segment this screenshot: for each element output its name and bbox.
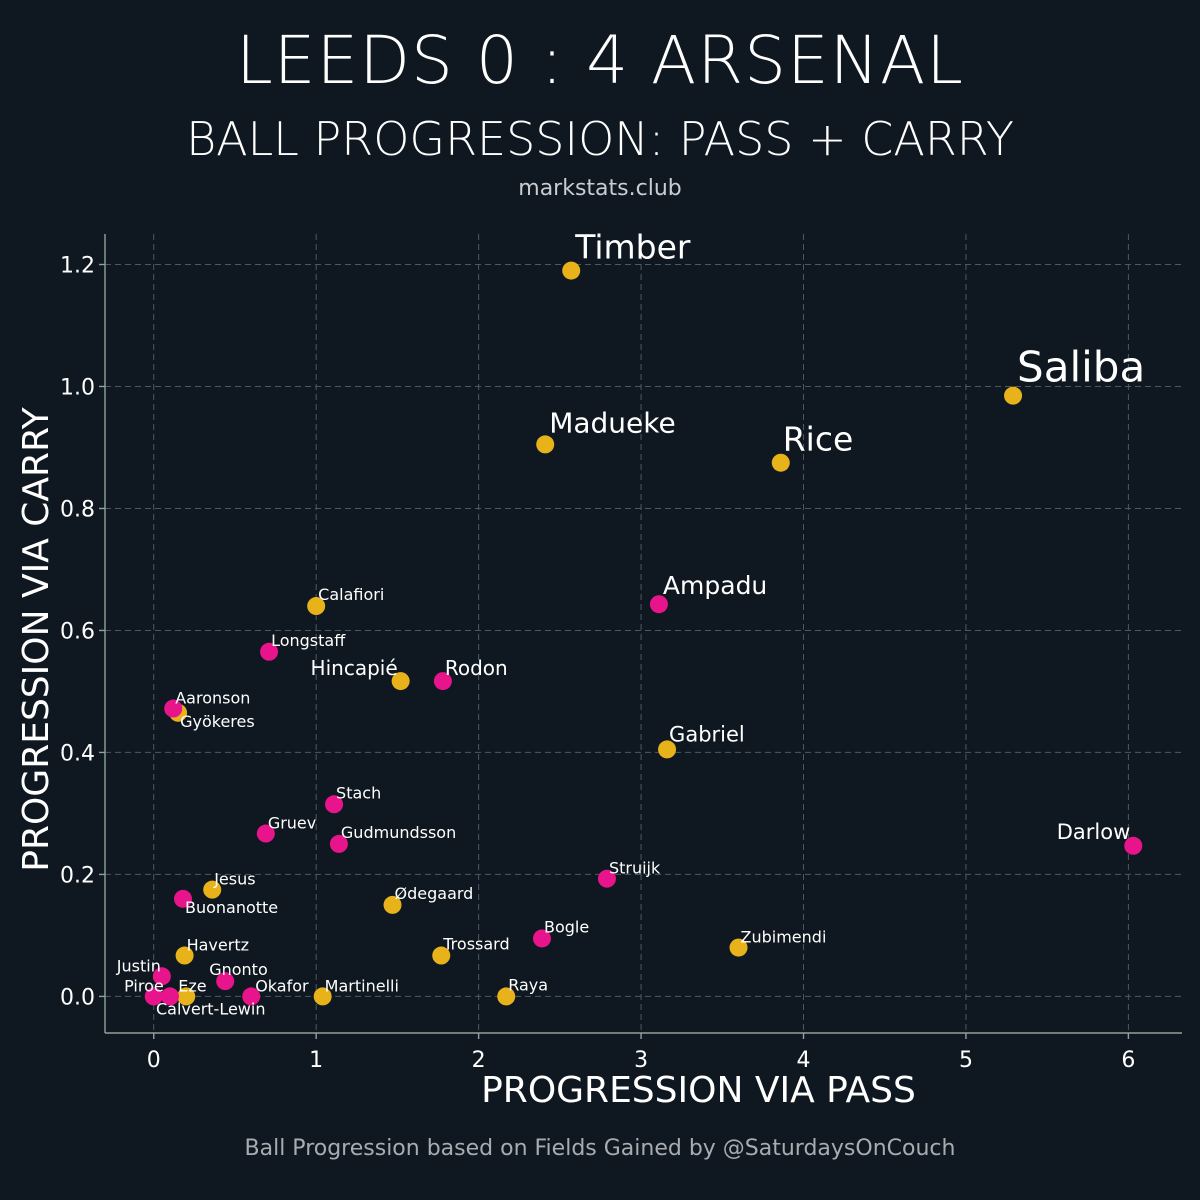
point-arsenal-timber xyxy=(562,261,581,280)
point-label-hincapié: Hincapié xyxy=(311,656,398,680)
point-arsenal-gabriel xyxy=(658,740,677,759)
point-label-bogle: Bogle xyxy=(544,917,589,936)
x-tick-label: 4 xyxy=(797,1048,811,1073)
point-arsenal-ødegaard xyxy=(383,895,402,914)
point-arsenal-havertz xyxy=(175,946,194,965)
point-arsenal-eze xyxy=(177,987,196,1006)
point-leeds-buonanotte xyxy=(173,889,192,908)
point-label-saliba: Saliba xyxy=(1017,343,1145,392)
point-label-struijk: Struijk xyxy=(609,859,661,878)
point-label-okafor: Okafor xyxy=(255,976,309,995)
point-label-gyökeres: Gyökeres xyxy=(180,712,255,731)
x-tick-label: 6 xyxy=(1121,1048,1135,1073)
x-tick-label: 3 xyxy=(634,1048,648,1073)
y-tick-label: 1.2 xyxy=(60,253,95,278)
point-leeds-okafor xyxy=(242,987,261,1006)
point-leeds-rodon xyxy=(433,672,452,691)
x-tick-label: 5 xyxy=(959,1048,973,1073)
point-label-justin: Justin xyxy=(116,956,161,975)
point-label-darlow: Darlow xyxy=(1057,820,1131,844)
point-label-rodon: Rodon xyxy=(445,656,508,680)
x-tick-label: 0 xyxy=(147,1048,161,1073)
point-label-buonanotte: Buonanotte xyxy=(185,898,278,917)
x-axis-label: PROGRESSION VIA PASS xyxy=(481,1070,916,1111)
point-leeds-darlow xyxy=(1124,836,1143,855)
chart-subtitle: BALL PROGRESSION: PASS + CARRY xyxy=(186,112,1014,166)
source-site: markstats.club xyxy=(518,176,682,201)
chart-title: LEEDS 0 : 4 ARSENAL xyxy=(236,22,964,99)
point-leeds-bogle xyxy=(532,929,551,948)
point-label-piroe: Piroe xyxy=(124,976,164,995)
point-label-jesus: Jesus xyxy=(213,870,255,889)
point-leeds-ampadu xyxy=(649,595,668,614)
point-arsenal-madueke xyxy=(536,435,555,454)
point-label-ampadu: Ampadu xyxy=(663,571,767,600)
y-tick-label: 0.6 xyxy=(60,619,95,644)
point-arsenal-martinelli xyxy=(313,987,332,1006)
point-leeds-gudmundsson xyxy=(329,834,348,853)
y-tick-label: 0.0 xyxy=(60,985,95,1010)
y-tick-label: 0.8 xyxy=(60,497,95,522)
point-label-martinelli: Martinelli xyxy=(325,976,399,995)
y-tick-label: 0.2 xyxy=(60,863,95,888)
x-tick-label: 2 xyxy=(472,1048,486,1073)
point-label-trossard: Trossard xyxy=(442,935,509,954)
point-arsenal-jesus xyxy=(203,880,222,899)
point-label-stach: Stach xyxy=(336,783,381,802)
point-label-longstaff: Longstaff xyxy=(271,631,346,650)
point-arsenal-saliba xyxy=(1004,386,1023,405)
point-leeds-calvert-lewin xyxy=(160,987,179,1006)
point-arsenal-trossard xyxy=(432,946,451,965)
y-axis-label: PROGRESSION VIA CARRY xyxy=(16,406,57,872)
point-label-ødegaard: Ødegaard xyxy=(395,884,474,903)
point-label-eze: Eze xyxy=(178,976,206,995)
point-arsenal-zubimendi xyxy=(729,938,748,957)
point-label-gabriel: Gabriel xyxy=(669,722,745,746)
x-tick-label: 1 xyxy=(309,1048,323,1073)
point-label-timber: Timber xyxy=(574,228,691,267)
point-label-aaronson: Aaronson xyxy=(175,689,250,708)
point-label-calvert-lewin: Calvert-Lewin xyxy=(156,999,266,1018)
point-label-havertz: Havertz xyxy=(187,936,249,955)
point-leeds-piroe xyxy=(144,987,163,1006)
point-leeds-gruev xyxy=(256,824,275,843)
point-label-zubimendi: Zubimendi xyxy=(741,928,827,947)
point-label-calafiori: Calafiori xyxy=(318,585,384,604)
point-label-raya: Raya xyxy=(508,975,548,994)
y-tick-label: 1.0 xyxy=(60,375,95,400)
point-leeds-gnonto xyxy=(216,972,235,991)
point-leeds-longstaff xyxy=(260,642,279,661)
y-tick-label: 0.4 xyxy=(60,741,95,766)
point-label-madueke: Madueke xyxy=(549,406,676,439)
point-label-rice: Rice xyxy=(783,420,854,459)
point-label-gnonto: Gnonto xyxy=(209,960,268,979)
point-arsenal-calafiori xyxy=(307,597,326,616)
point-arsenal-raya xyxy=(497,987,516,1006)
point-leeds-justin xyxy=(152,967,171,986)
point-leeds-stach xyxy=(325,795,344,814)
point-leeds-struijk xyxy=(597,869,616,888)
point-arsenal-rice xyxy=(771,453,790,472)
footer-credit: Ball Progression based on Fields Gained … xyxy=(244,1136,956,1161)
point-arsenal-hincapié xyxy=(391,672,410,691)
point-label-gruev: Gruev xyxy=(268,814,316,833)
point-leeds-aaronson xyxy=(164,699,183,718)
point-label-gudmundsson: Gudmundsson xyxy=(341,823,456,842)
